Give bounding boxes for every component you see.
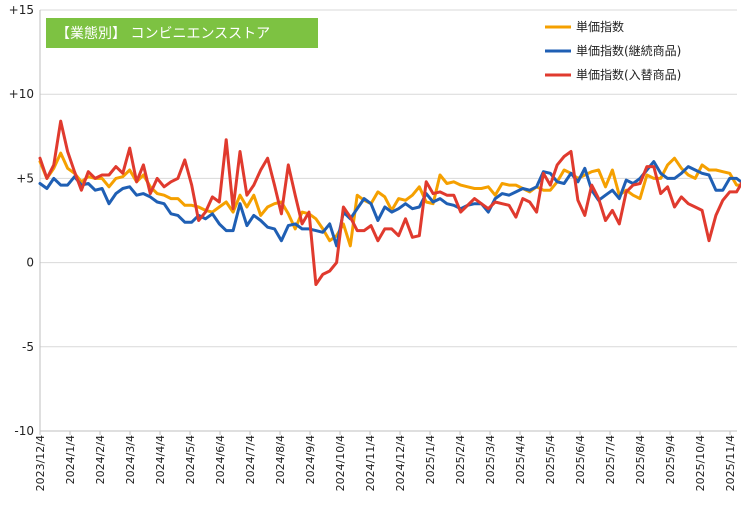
x-tick-label: 2025/10/4 bbox=[694, 435, 707, 491]
legend-entry: 単価指数(入替商品) bbox=[576, 67, 681, 82]
y-tick-label: -5 bbox=[22, 340, 34, 354]
series-lines bbox=[38, 119, 741, 286]
x-tick-label: 2024/10/4 bbox=[334, 435, 347, 491]
x-tick-label: 2025/6/4 bbox=[574, 435, 587, 484]
x-tick-label: 2024/1/4 bbox=[64, 435, 77, 484]
x-tick-label: 2024/11/4 bbox=[364, 435, 377, 491]
x-tick-label: 2025/4/4 bbox=[514, 435, 527, 484]
y-axis: +15 +10 +5 0 -5 -10 bbox=[9, 3, 41, 438]
x-tick-label: 2025/9/4 bbox=[664, 435, 677, 484]
x-tick-label: 2024/3/4 bbox=[124, 435, 137, 484]
x-tick-label: 2024/7/4 bbox=[244, 435, 257, 484]
x-tick-label: 2024/2/4 bbox=[94, 435, 107, 484]
x-tick-label: 2024/4/4 bbox=[154, 435, 167, 484]
series-line-1 bbox=[38, 151, 741, 248]
y-tick-label: 0 bbox=[26, 256, 34, 270]
x-tick-label: 2025/5/4 bbox=[544, 435, 557, 484]
chart-title: 【業態別】 コンビニエンスストア bbox=[56, 26, 270, 42]
y-tick-label: +15 bbox=[9, 3, 34, 17]
y-tick-label: +10 bbox=[9, 87, 34, 101]
x-tick-label: 2024/9/4 bbox=[304, 435, 317, 484]
legend-entry: 単価指数 bbox=[576, 19, 624, 34]
x-tick-label: 2025/2/4 bbox=[454, 435, 467, 484]
x-axis: 2023/12/4 2024/1/4 2024/2/4 2024/3/4 2024/4/… bbox=[34, 430, 737, 491]
x-tick-label: 2025/7/4 bbox=[604, 435, 617, 484]
x-tick-label: 2025/8/4 bbox=[634, 435, 647, 484]
x-tick-label: 2025/11/4 bbox=[724, 435, 737, 491]
y-tick-label: -10 bbox=[14, 424, 34, 438]
x-tick-label: 2025/1/4 bbox=[424, 435, 437, 484]
y-tick-label: +5 bbox=[16, 171, 34, 185]
x-tick-label: 2025/3/4 bbox=[484, 435, 497, 484]
series-line-3 bbox=[38, 119, 741, 286]
x-tick-label: 2024/8/4 bbox=[274, 435, 287, 484]
chart-title-box: 【業態別】 コンビニエンスストア bbox=[46, 18, 318, 48]
legend-entry: 単価指数(継続商品) bbox=[576, 43, 681, 58]
x-tick-label: 2024/6/4 bbox=[214, 435, 227, 484]
x-tick-label: 2024/5/4 bbox=[184, 435, 197, 484]
x-tick-label: 2023/12/4 bbox=[34, 435, 47, 491]
chart-title-background bbox=[46, 18, 318, 48]
x-tick-label: 2024/12/4 bbox=[394, 435, 407, 491]
